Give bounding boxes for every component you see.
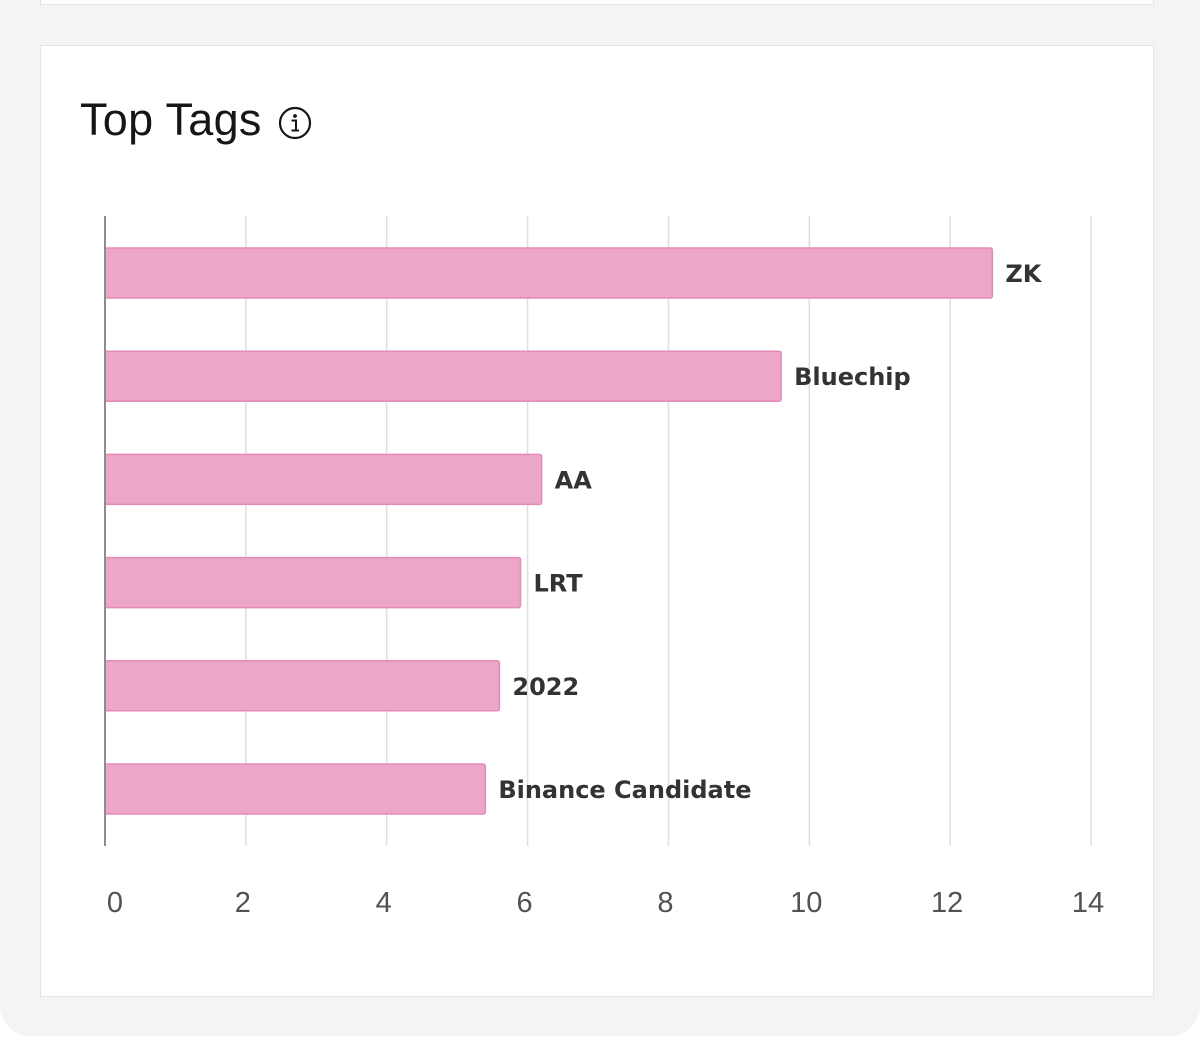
x-tick-label: 4 bbox=[376, 887, 392, 919]
bar[interactable] bbox=[104, 453, 543, 506]
bar[interactable] bbox=[104, 247, 994, 299]
bar-labels: ZK Bluechip AA LRT 2022 Binance Candidate bbox=[498, 260, 1042, 804]
bar-label: Bluechip bbox=[794, 363, 911, 391]
x-tick-label: 12 bbox=[931, 887, 963, 919]
card-title: Top Tags bbox=[80, 94, 262, 145]
x-axis-ticks: 0 2 4 6 8 10 12 14 bbox=[107, 887, 1104, 919]
x-tick-label: 6 bbox=[517, 887, 533, 919]
bar[interactable] bbox=[104, 660, 501, 712]
bar-label: Binance Candidate bbox=[498, 776, 751, 804]
card-header: Top Tags bbox=[80, 94, 312, 146]
bar[interactable] bbox=[104, 763, 487, 815]
x-tick-label: 14 bbox=[1072, 887, 1104, 919]
top-tags-card: Top Tags ZK Bluechip AA LRT 2022 Binance Cand… bbox=[40, 45, 1154, 997]
x-tick-label: 0 bbox=[107, 887, 123, 919]
x-tick-label: 10 bbox=[790, 887, 822, 919]
previous-card-edge bbox=[40, 0, 1154, 5]
grid-lines bbox=[245, 216, 1092, 846]
bars bbox=[104, 247, 994, 815]
info-icon[interactable] bbox=[278, 106, 312, 140]
bar-chart: ZK Bluechip AA LRT 2022 Binance Candidate 0 2 4… bbox=[104, 216, 1104, 919]
bar[interactable] bbox=[104, 350, 782, 402]
bar[interactable] bbox=[104, 556, 522, 609]
bar-label: AA bbox=[555, 466, 593, 494]
bar-label: ZK bbox=[1005, 260, 1042, 288]
x-tick-label: 2 bbox=[235, 887, 251, 919]
bar-label: LRT bbox=[534, 570, 584, 598]
x-tick-label: 8 bbox=[657, 887, 673, 919]
bar-label: 2022 bbox=[512, 673, 579, 701]
